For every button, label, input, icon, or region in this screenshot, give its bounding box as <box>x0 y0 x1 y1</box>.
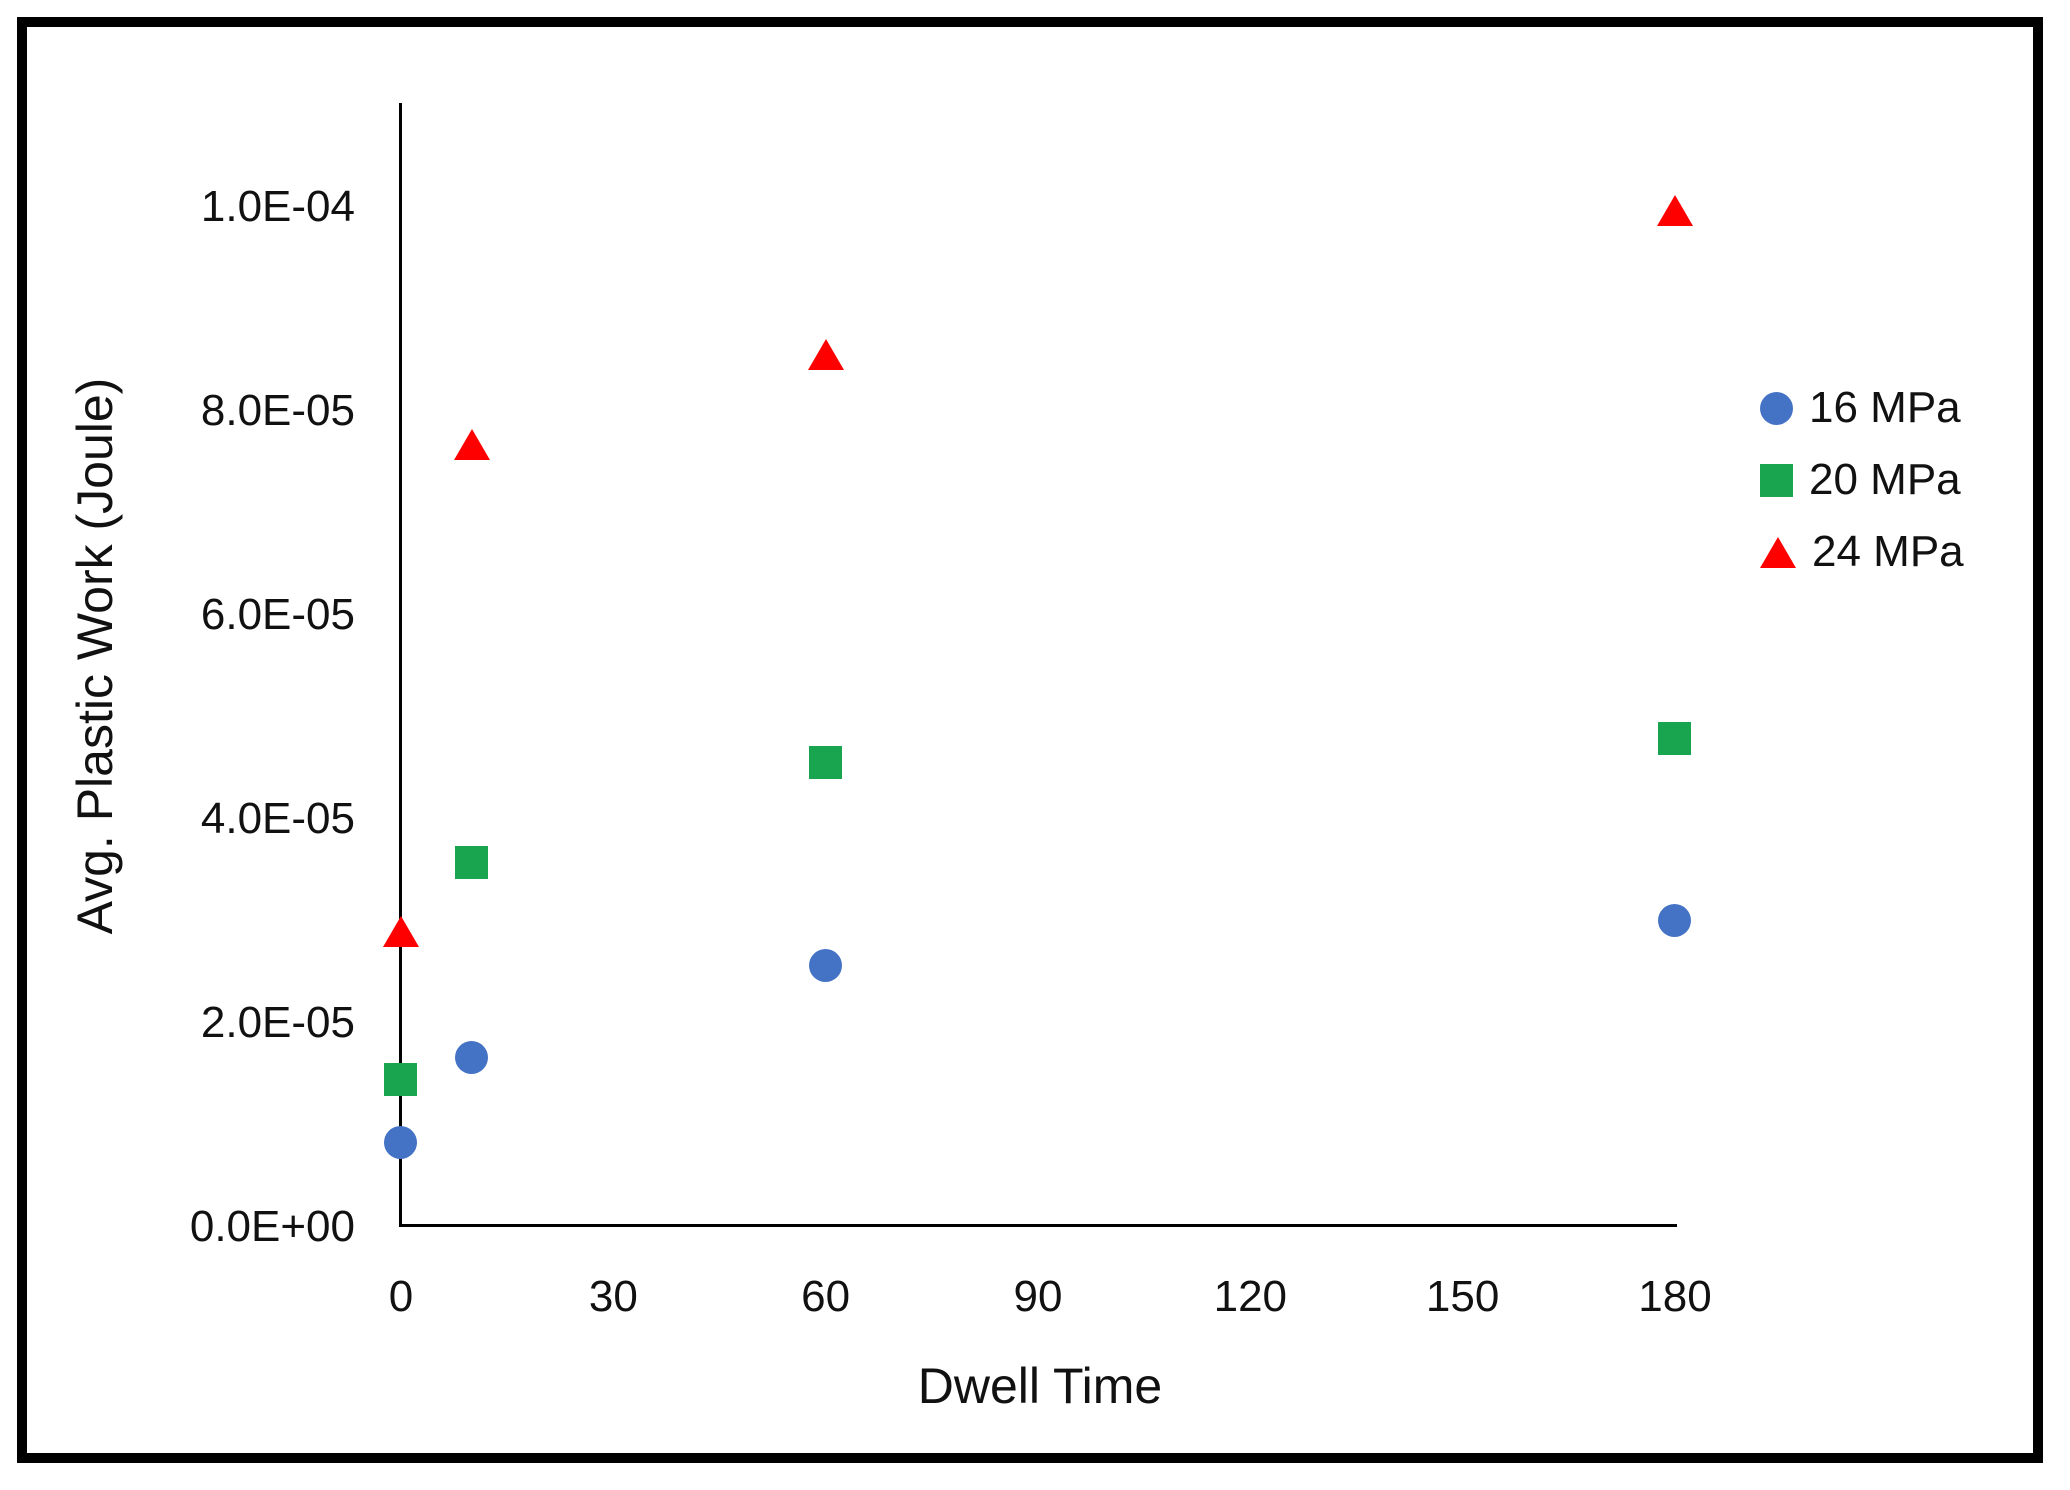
data-point-24mpa <box>1656 195 1693 227</box>
x-tick-label: 120 <box>1213 1272 1288 1321</box>
y-tick-label: 2.0E-05 <box>200 998 355 1047</box>
triangle-marker-icon <box>1760 536 1796 568</box>
legend-item-16mpa: 16 MPa <box>1760 372 1964 444</box>
circle-marker-icon <box>1760 391 1793 425</box>
y-axis-title: Avg. Plastic Work (Joule) <box>67 377 123 935</box>
legend-item-20mpa: 20 MPa <box>1760 444 1964 516</box>
x-axis-title: Dwell Time <box>917 1358 1163 1414</box>
data-point-20mpa <box>454 845 488 879</box>
x-tick-label: 30 <box>588 1272 638 1321</box>
data-point-24mpa <box>383 916 419 948</box>
data-point-16mpa <box>454 1040 488 1074</box>
y-tick-label: 6.0E-05 <box>200 590 355 639</box>
y-tick-label: 0.0E+00 <box>189 1202 355 1251</box>
legend-label: 16 MPa <box>1809 383 1961 432</box>
data-point-20mpa <box>808 745 842 779</box>
y-tick-label: 4.0E-05 <box>200 794 355 843</box>
data-point-20mpa <box>1657 722 1691 756</box>
x-tick-label: 180 <box>1638 1272 1712 1321</box>
y-tick-label: 8.0E-05 <box>200 386 355 435</box>
square-marker-icon <box>1760 463 1793 497</box>
x-tick-label: 90 <box>1013 1272 1063 1321</box>
x-tick-label: 150 <box>1425 1272 1500 1321</box>
data-point-24mpa <box>453 428 490 460</box>
data-point-16mpa <box>1657 904 1691 937</box>
data-point-16mpa <box>384 1126 417 1160</box>
data-point-20mpa <box>384 1063 417 1097</box>
x-tick-label: 0 <box>388 1272 414 1321</box>
x-tick-label: 60 <box>801 1272 851 1321</box>
legend: 16 MPa 20 MPa 24 MPa <box>1760 372 1964 588</box>
legend-label: 24 MPa <box>1812 527 1964 576</box>
figure-border <box>17 17 2043 1463</box>
data-point-16mpa <box>808 948 842 982</box>
legend-item-24mpa: 24 MPa <box>1760 516 1964 588</box>
x-axis-line <box>399 1224 1677 1227</box>
legend-label: 20 MPa <box>1809 455 1961 504</box>
y-tick-label: 1.0E-04 <box>200 182 355 231</box>
y-axis-line <box>399 103 402 1227</box>
data-point-24mpa <box>807 338 844 370</box>
